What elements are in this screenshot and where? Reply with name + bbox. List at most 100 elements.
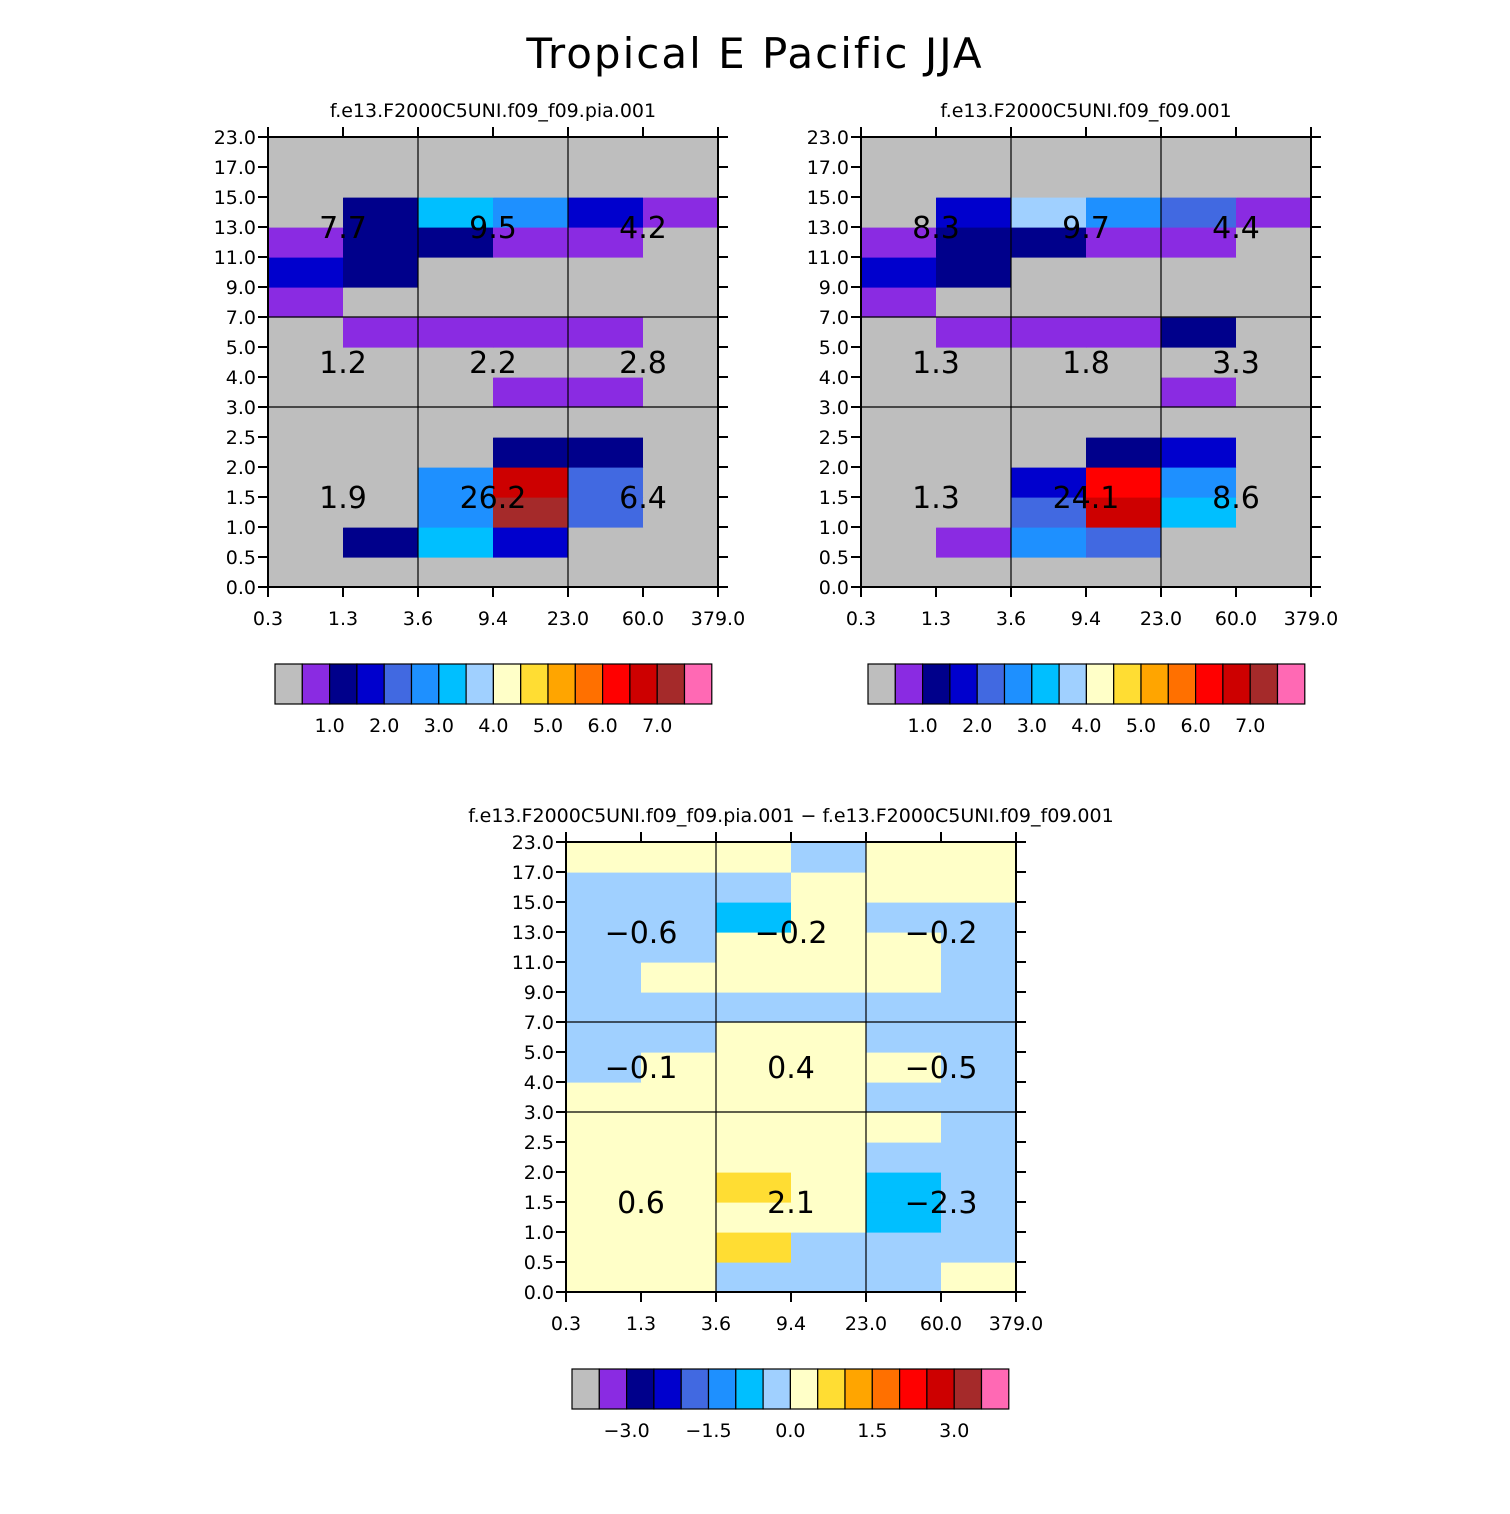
heatmap-cell [343,227,419,258]
colorbar-label: 7.0 [642,715,672,737]
y-tick-label: 2.5 [524,1132,554,1154]
heatmap-cell [418,347,494,378]
region-value: 1.8 [1062,346,1110,381]
heatmap-cell [568,347,644,378]
heatmap-cell [268,467,344,498]
heatmap-panel-3: f.e13.F2000C5UNI.f09_f09.pia.001 − f.e13… [468,805,1113,1335]
heatmap-cell [791,1232,867,1263]
heatmap-cell [641,1052,717,1083]
heatmap-cell [791,1142,867,1173]
panel-title: f.e13.F2000C5UNI.f09_f09.pia.001 [330,100,656,122]
heatmap-cell [1086,347,1162,378]
heatmap-cell [643,467,719,498]
heatmap-cell [1086,437,1162,468]
heatmap-cell [493,317,569,348]
heatmap-cell [716,1082,792,1113]
x-tick-label: 0.3 [846,608,876,630]
heatmap-cell [941,872,1017,903]
heatmap-cell [866,1262,942,1293]
heatmap-cell [1236,407,1312,438]
heatmap-cell [418,527,494,558]
y-tick-label: 23.0 [512,832,554,854]
heatmap-cell [716,1052,792,1083]
heatmap-cell [641,872,717,903]
heatmap-cell [1086,137,1162,168]
y-tick-label: 0.5 [226,547,256,569]
heatmap-cell [566,1112,642,1143]
heatmap-cell [493,227,569,258]
y-tick-label: 2.0 [819,457,849,479]
heatmap-cell [641,962,717,993]
region-value: 6.4 [619,481,667,516]
heatmap-cell [268,227,344,258]
heatmap-cell [941,1232,1017,1263]
heatmap-cell [1011,137,1087,168]
y-tick-label: 17.0 [807,157,849,179]
heatmap-cell [1236,527,1312,558]
region-value: −0.1 [605,1051,678,1086]
y-tick-label: 5.0 [524,1042,554,1064]
colorbar-box [625,1368,655,1410]
heatmap-cell [1086,407,1162,438]
x-tick-label: 3.6 [403,608,433,630]
heatmap-cell [861,167,937,198]
heatmap-cell [1086,257,1162,288]
heatmap-cell [1011,527,1087,558]
region-value: −0.6 [605,916,678,951]
y-tick-label: 2.0 [226,457,256,479]
heatmap-cell [861,527,937,558]
heatmap-cell [866,932,942,963]
x-tick-label: 0.3 [253,608,283,630]
heatmap-cell [566,1232,642,1263]
colorbar-box [953,1368,983,1410]
heatmap-cell [1161,197,1237,228]
colorbar-3: −3.0 −1.5 0.0 1.5 3.0 [571,1368,1010,1442]
y-tick-label: 4.0 [524,1072,554,1094]
heatmap-cell [418,557,494,588]
region-value: 1.3 [912,346,960,381]
heatmap-cell [716,872,792,903]
colorbar-label: 5.0 [533,715,563,737]
y-tick-label: 7.0 [819,307,849,329]
heatmap-cell [1086,167,1162,198]
y-tick-label: 23.0 [214,127,256,149]
heatmap-cell [936,377,1012,408]
colorbar-label: −3.0 [604,1420,650,1442]
colorbar-box [817,1368,846,1410]
heatmap-cell [493,557,569,588]
colorbar-box [465,663,495,705]
heatmap-cell [643,137,719,168]
heatmap-cell [566,902,642,933]
colorbar-box [683,663,713,705]
heatmap-cell [566,1202,642,1233]
heatmap-cell [936,197,1012,228]
y-tick-label: 13.0 [214,217,256,239]
colorbar-box [383,663,413,705]
colorbar-box [976,663,1006,705]
heatmap-cell [716,1112,792,1143]
heatmap-cell [493,347,569,378]
heatmap-cell [641,1232,717,1263]
heatmap-cell [791,1052,867,1083]
heatmap-cell [1236,317,1312,348]
heatmap-cell [1236,257,1312,288]
region-value: 7.7 [319,211,367,246]
x-tick-label: 9.4 [1071,608,1101,630]
heatmap-cell [861,137,937,168]
heatmap-cell [641,1202,717,1233]
heatmap-cell [643,257,719,288]
colorbar-box [274,663,303,705]
colorbar-box [598,1368,628,1410]
colorbar-label: 1.0 [314,715,344,737]
y-tick-label: 15.0 [807,187,849,209]
heatmap-cell [493,377,569,408]
heatmap-cell [1086,287,1162,318]
heatmap-cell [936,407,1012,438]
y-tick-label: 9.0 [226,277,256,299]
colorbar-box [1140,663,1169,705]
heatmap-cell [1161,557,1237,588]
heatmap-cell [568,287,644,318]
heatmap-cell [1086,197,1162,228]
heatmap-cell [941,962,1017,993]
